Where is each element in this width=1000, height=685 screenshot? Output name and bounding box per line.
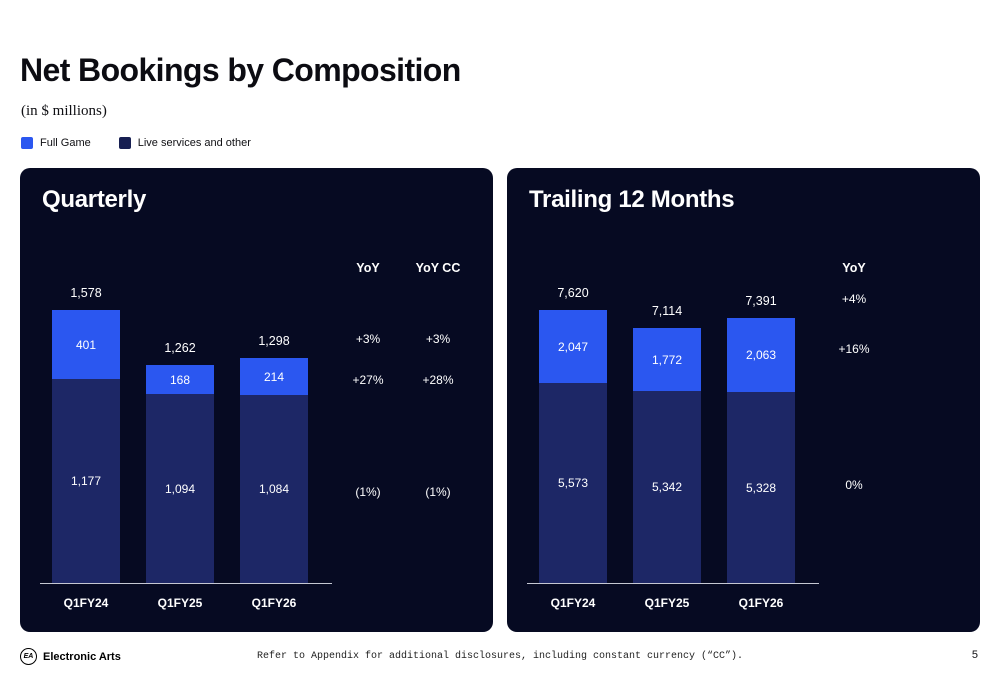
live-services-segment: 5,573 — [539, 383, 607, 583]
full-game-segment: 1,772 — [633, 328, 701, 391]
brand: EA Electronic Arts — [20, 648, 121, 665]
x-axis-label: Q1FY25 — [644, 596, 690, 610]
x-axis-line — [527, 583, 819, 584]
x-axis-label: Q1FY24 — [550, 596, 596, 610]
brand-name: Electronic Arts — [43, 650, 121, 663]
live-services-swatch — [118, 137, 131, 149]
x-axis-label: Q1FY26 — [738, 596, 784, 610]
live-services-segment: 1,177 — [52, 379, 120, 583]
yoy-value: +16% — [838, 342, 870, 356]
bar-total-label: 7,114 — [651, 304, 683, 318]
full-game-segment: 214 — [240, 358, 308, 395]
quarterly-panel: Quarterly 1,578 401 1,177 Q1FY24 1,262 168 1,0… — [20, 168, 493, 632]
legend-item-full-game: Full Game — [21, 137, 91, 149]
live-services-segment: 1,084 — [240, 395, 308, 583]
full-game-segment: 401 — [52, 310, 120, 379]
page-subtitle: (in $ millions) — [21, 103, 107, 119]
trailing-12-months-chart: 7,620 2,047 5,573 Q1FY24 7,114 1,772 5,342 Q1FY… — [507, 168, 980, 632]
ea-logo-icon: EA — [20, 648, 37, 665]
legend-label-full-game: Full Game — [40, 137, 91, 149]
x-axis-label: Q1FY26 — [251, 596, 297, 610]
yoy-value: (1%) — [425, 485, 451, 499]
yoy-value: (1%) — [355, 485, 381, 499]
yoy-column-header: YoY CC — [415, 261, 461, 275]
live-services-segment: 5,342 — [633, 391, 701, 583]
quarterly-panel-title: Quarterly — [42, 186, 147, 213]
trailing-12-months-panel: Trailing 12 Months 7,620 2,047 5,573 Q1FY24… — [507, 168, 980, 632]
bar-total-label: 1,262 — [164, 341, 196, 355]
yoy-value: +27% — [352, 373, 384, 387]
yoy-column-header: YoY — [356, 261, 380, 275]
legend: Full Game Live services and other — [21, 137, 251, 149]
bar-total-label: 7,391 — [745, 294, 777, 308]
yoy-value: +3% — [355, 332, 381, 346]
live-services-segment: 5,328 — [727, 392, 795, 583]
x-axis-label: Q1FY24 — [63, 596, 109, 610]
bar-total-label: 1,578 — [70, 286, 102, 300]
bar-total-label: 1,298 — [258, 334, 290, 348]
yoy-value: +28% — [422, 373, 454, 387]
trailing-12-months-panel-title: Trailing 12 Months — [529, 186, 735, 213]
quarterly-chart: 1,578 401 1,177 Q1FY24 1,262 168 1,094 Q1FY25 1,… — [20, 168, 493, 632]
yoy-column-header: YoY — [842, 261, 866, 275]
legend-label-live-services: Live services and other — [137, 137, 251, 149]
x-axis-line — [40, 583, 332, 584]
full-game-swatch — [21, 137, 33, 149]
page-title: Net Bookings by Composition — [20, 52, 461, 88]
yoy-value: +3% — [425, 332, 451, 346]
bar-total-label: 7,620 — [557, 286, 589, 300]
legend-item-live-services: Live services and other — [118, 137, 251, 149]
x-axis-label: Q1FY25 — [157, 596, 203, 610]
yoy-value: 0% — [845, 478, 863, 492]
full-game-segment: 2,047 — [539, 310, 607, 383]
full-game-segment: 168 — [146, 365, 214, 394]
full-game-segment: 2,063 — [727, 318, 795, 392]
yoy-value: +4% — [841, 292, 867, 306]
live-services-segment: 1,094 — [146, 394, 214, 583]
footnote: Refer to Appendix for additional disclos… — [256, 651, 744, 662]
page-number: 5 — [971, 649, 978, 661]
